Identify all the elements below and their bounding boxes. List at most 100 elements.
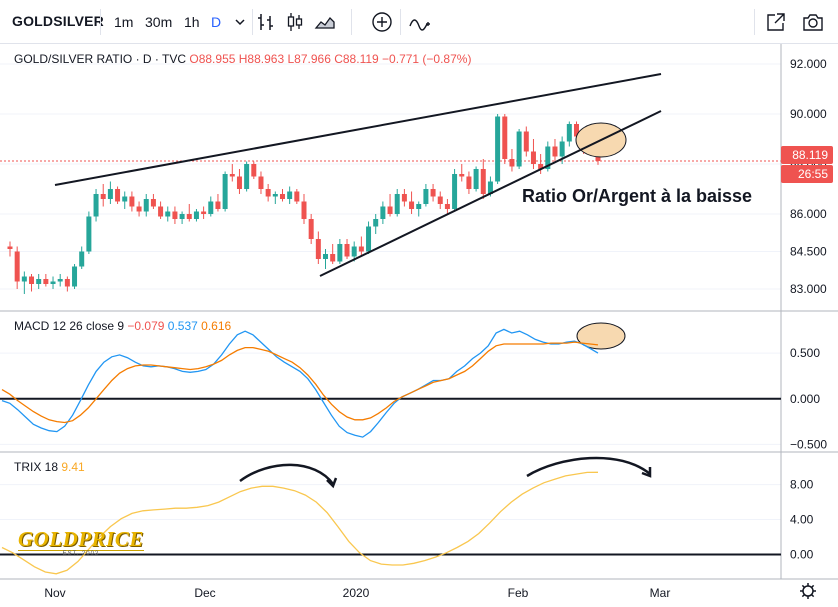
candle-body (323, 254, 329, 259)
indicators-icon[interactable] (408, 10, 432, 34)
candle-body (380, 206, 386, 219)
candle-body (193, 211, 199, 219)
signal-line (1, 341, 599, 424)
trix-line (1, 471, 599, 575)
trix-title[interactable]: TRIX 18 (14, 460, 59, 474)
candle-body (244, 164, 250, 189)
gear-ring (802, 585, 814, 597)
candle-body (7, 246, 13, 249)
time-axis: Nov Dec 2020 Feb Mar (44, 583, 816, 600)
candle-body (444, 204, 450, 209)
candle-body (258, 176, 264, 189)
symbol-title[interactable]: GOLD/SILVER RATIO · D · TVC (14, 52, 187, 66)
chart-canvas[interactable]: 92.00090.00088.00086.00084.50083.0000.50… (0, 44, 838, 607)
candle-body (86, 216, 92, 252)
time-tick-label: 2020 (343, 586, 370, 600)
candle-body (158, 206, 164, 217)
candle-body (29, 276, 35, 284)
candle-body (337, 244, 343, 262)
macd-hist-value: −0.079 (127, 319, 165, 333)
candle-body (64, 279, 70, 287)
toolbar-divider (400, 9, 401, 35)
annotation-text: Ratio Or/Argent à la baisse (522, 186, 753, 206)
time-tick-label: Feb (508, 586, 529, 600)
candle-body (351, 246, 357, 257)
candle-body (36, 279, 42, 284)
candle-body (150, 199, 156, 207)
candle-body (279, 194, 285, 199)
candle-body (50, 281, 56, 284)
trix-legend: TRIX 18 9.41 (14, 460, 85, 474)
candle-body (272, 194, 278, 197)
chevron-down-icon[interactable] (228, 10, 252, 34)
interval-30m[interactable]: 30m (145, 14, 173, 30)
candle-body (495, 116, 501, 182)
candle-body (115, 189, 121, 202)
candle-body (57, 279, 63, 282)
candle-body (423, 189, 429, 204)
interval-1m[interactable]: 1m (114, 14, 134, 30)
toolbar-divider (100, 9, 101, 35)
candle-body (100, 194, 106, 199)
candle-body (201, 211, 207, 214)
candle-body (208, 201, 214, 214)
time-tick-label: Mar (650, 586, 671, 600)
macd-tick-label: −0.500 (790, 437, 827, 451)
candle-body (473, 169, 479, 189)
macd-tick-label: 0.500 (790, 346, 820, 360)
candle-body (301, 201, 307, 219)
toolbar-divider (754, 9, 755, 35)
candle-body (315, 239, 321, 259)
trix-pane (0, 456, 781, 575)
trix-tick-label: 4.00 (790, 513, 814, 527)
gear-tooth (811, 594, 815, 598)
candle-body (165, 211, 171, 217)
candle-body (79, 251, 85, 267)
open-value: O88.955 (189, 52, 236, 66)
area-style-icon[interactable] (313, 10, 337, 34)
top-toolbar: GOLDSILVER 1m 30m 1h D (0, 0, 838, 44)
candle-body (136, 206, 142, 212)
macd-signal-value: 0.616 (201, 319, 232, 333)
candle-body (215, 201, 221, 209)
candle-body (502, 116, 508, 159)
price-tick-label: 90.000 (790, 107, 827, 121)
fullscreen-icon[interactable] (764, 10, 788, 34)
candle-body (129, 196, 135, 207)
macd-tick-label: 0.000 (790, 392, 820, 406)
candle-body (236, 176, 242, 189)
candle-body (14, 251, 20, 282)
candle-body (294, 191, 300, 202)
candle-body (437, 196, 443, 204)
candle-body (72, 266, 78, 287)
camera-icon[interactable] (801, 10, 825, 34)
lower-trendline (319, 110, 662, 277)
candle-body (566, 124, 572, 142)
symbol-search[interactable]: GOLDSILVER (12, 13, 104, 29)
candle-body (308, 219, 314, 239)
goldprice-logo: GOLDPRICE EST. 2002 (18, 527, 144, 557)
compare-add-icon[interactable] (370, 10, 394, 34)
candle-body (330, 254, 336, 262)
candle-style-icon[interactable] (283, 10, 307, 34)
price-tick-label: 83.000 (790, 282, 827, 296)
candle-body (509, 159, 515, 167)
candle-body (516, 131, 522, 167)
candle-body (172, 211, 178, 219)
bar-style-icon[interactable] (254, 10, 278, 34)
interval-1h[interactable]: 1h (184, 14, 200, 30)
candle-body (93, 194, 99, 217)
candle-body (538, 164, 544, 169)
settings-gear-icon[interactable] (800, 583, 816, 599)
price-tick-label: 86.000 (790, 207, 827, 221)
macd-title[interactable]: MACD 12 26 close 9 (14, 319, 125, 333)
candle-body (186, 214, 192, 219)
price-tick-label: 92.000 (790, 57, 827, 71)
candle-body (545, 146, 551, 169)
candle-body (21, 276, 27, 282)
candle-body (344, 244, 350, 257)
interval-d[interactable]: D (211, 14, 222, 30)
candle-body (229, 174, 235, 177)
candle-body (523, 131, 529, 152)
candle-body (222, 174, 228, 209)
